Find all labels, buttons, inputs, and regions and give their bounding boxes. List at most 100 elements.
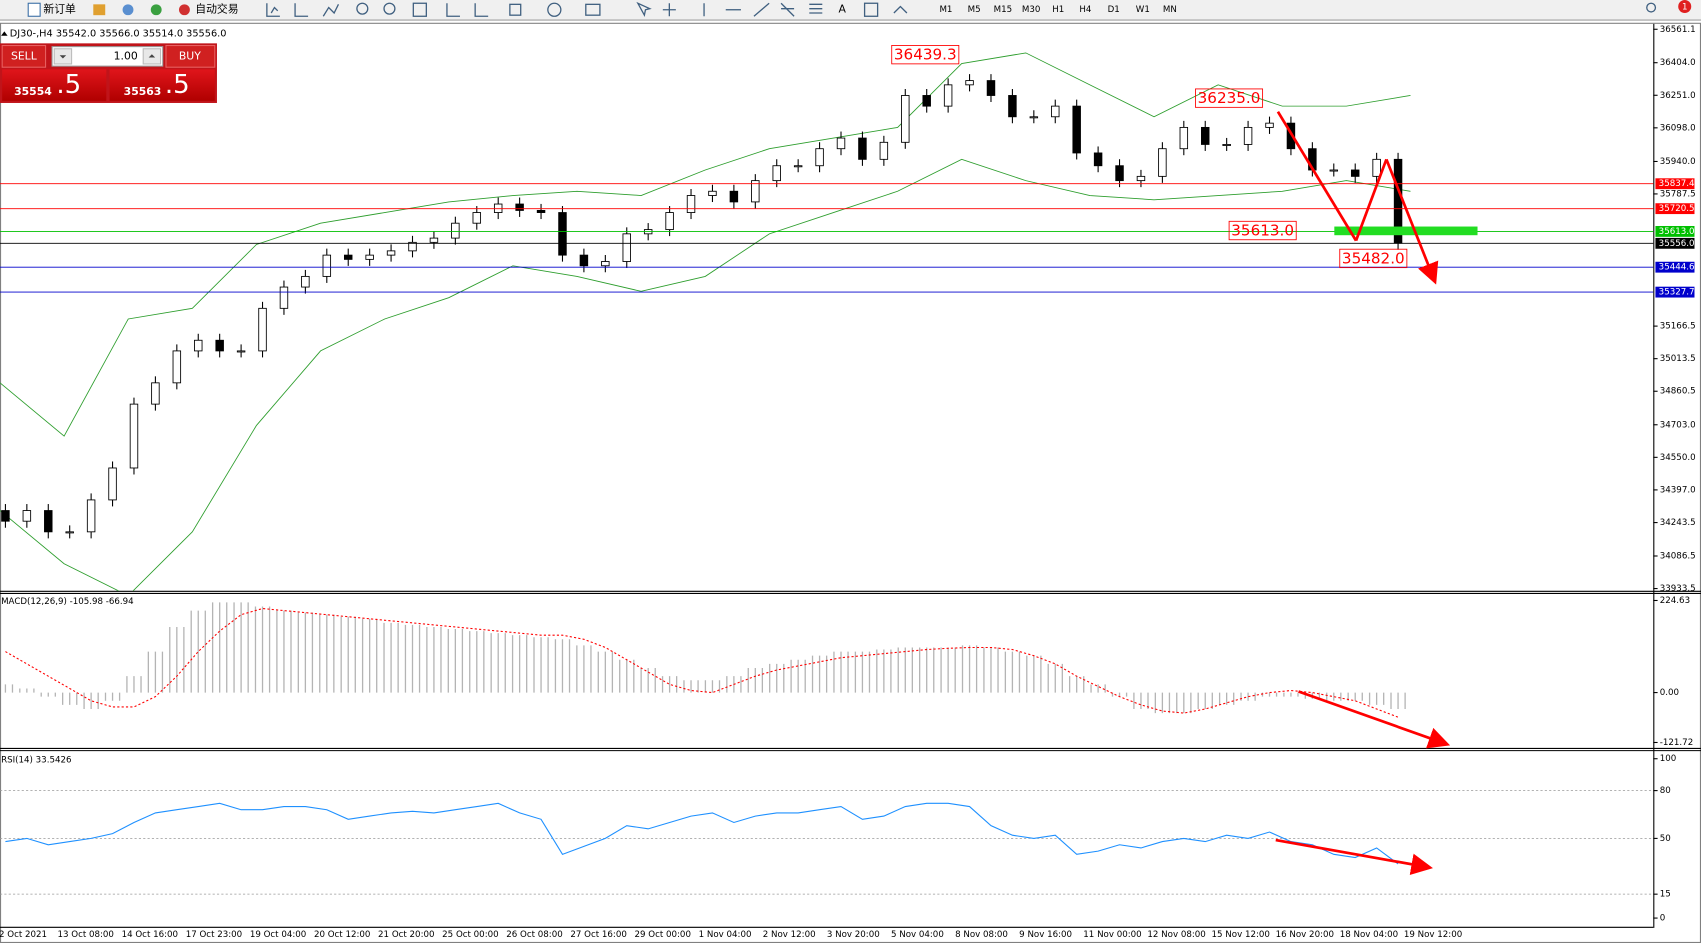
candle	[86, 499, 96, 533]
candle	[601, 261, 610, 267]
annotation-box	[1228, 220, 1297, 241]
level-label: 35837.4	[1659, 179, 1695, 189]
badge-count: 1	[1682, 3, 1688, 13]
x-tick-label: 1 Nov 04:00	[699, 930, 752, 940]
level-label-bg	[1655, 261, 1695, 273]
toolbar-bg	[0, 0, 1701, 20]
y-tick-label: 35166.5	[1660, 322, 1696, 332]
y-tick-label: 35787.5	[1660, 189, 1696, 199]
level-label-bg	[1655, 286, 1695, 298]
macd-panel: 224.63 0.00 -121.72 MACD(12,26,9) -105.98 -…	[1, 596, 1693, 748]
candle	[65, 531, 74, 534]
candle	[108, 467, 117, 501]
candle	[172, 350, 182, 384]
timeframe-button[interactable]: H1	[1052, 5, 1064, 15]
candle	[965, 80, 974, 86]
x-tick-label: 8 Nov 08:00	[955, 930, 1008, 940]
candle	[1158, 148, 1167, 177]
one-click-trading: SELL 1.00 BUY 35554 .5 35563 .5	[0, 43, 217, 103]
candle	[429, 237, 439, 243]
candle	[1, 510, 10, 522]
lot-input[interactable]	[51, 46, 164, 67]
x-tick-label: 19 Oct 04:00	[250, 930, 306, 940]
sell-price-box[interactable]	[2, 69, 107, 101]
candle	[901, 95, 910, 143]
auto-trading-icon	[178, 4, 190, 16]
candle	[836, 137, 846, 150]
level-label-bg	[1655, 225, 1695, 237]
x-tick-label: 2 Nov 12:00	[763, 930, 816, 940]
candle	[815, 148, 824, 167]
buy-button[interactable]	[165, 44, 216, 68]
candle	[129, 403, 139, 469]
text-tool[interactable]: A	[839, 3, 847, 16]
candle	[536, 209, 546, 213]
y-tick-label: 34086.5	[1660, 551, 1696, 561]
candle	[1115, 165, 1124, 182]
level-label-bg	[1655, 237, 1695, 249]
plot-area	[0, 52, 1411, 591]
sell-button[interactable]	[1, 44, 47, 68]
candle	[365, 254, 374, 260]
timeframe-button[interactable]: M5	[968, 5, 981, 15]
y-tick-label: 80	[1660, 786, 1671, 796]
candle	[686, 195, 696, 213]
timeframe-button[interactable]: M15	[994, 5, 1012, 15]
timeframe-button[interactable]: MN	[1163, 5, 1177, 15]
indicator-title: RSI(14) 33.5426	[1, 755, 71, 765]
timeframe-button[interactable]: H4	[1079, 5, 1092, 15]
x-tick-label: 5 Nov 04:00	[891, 930, 944, 940]
trend-arrow	[1385, 158, 1439, 285]
candle	[1350, 169, 1360, 177]
candle	[922, 95, 931, 107]
candle	[986, 80, 996, 96]
level-label-bg	[1655, 178, 1695, 190]
y-tick-label: 0	[1660, 914, 1666, 924]
candle	[408, 241, 417, 252]
notification-badge[interactable]	[1678, 0, 1692, 14]
trend-arrow	[1276, 110, 1358, 242]
y-tick-label: 34860.5	[1660, 387, 1696, 397]
candle	[215, 339, 224, 352]
timeframe-button[interactable]: M30	[1022, 5, 1040, 15]
indicator-title: MACD(12,26,9) -105.98 -66.94	[1, 597, 134, 607]
buy-price-box[interactable]	[109, 69, 215, 101]
candle	[236, 350, 246, 353]
rsi-panel: 100 80 50 15 0 RSI(14) 33.5426	[0, 754, 1676, 924]
level-label: 35613.0	[1659, 227, 1695, 237]
timeframe-button[interactable]: W1	[1136, 5, 1150, 15]
annotation-box	[1195, 88, 1264, 108]
lot-value: 1.00	[114, 49, 138, 62]
new-order-icon	[27, 2, 41, 17]
candle	[343, 254, 353, 260]
sell-label: SELL	[11, 49, 37, 62]
y-tick-label: -121.72	[1660, 738, 1693, 748]
new-order-button[interactable]: 新订单	[43, 2, 76, 16]
candle	[665, 212, 674, 231]
x-tick-label: 14 Oct 16:00	[122, 930, 178, 940]
auto-trading-button[interactable]: 自动交易	[195, 2, 238, 16]
candle	[322, 254, 332, 277]
candle	[772, 165, 781, 182]
candle	[1136, 175, 1146, 182]
timeframe-button[interactable]: D1	[1108, 5, 1120, 15]
y-tick-label: 34703.0	[1660, 420, 1696, 430]
y-tick-label: 36404.0	[1660, 58, 1696, 68]
y-tick-label: 34243.5	[1660, 518, 1696, 528]
support-zone	[1334, 226, 1478, 236]
price-annotation: 36439.3	[894, 46, 957, 64]
candle	[151, 382, 160, 405]
candle	[1201, 126, 1210, 145]
y-tick-label: 34550.0	[1660, 453, 1696, 463]
candle	[708, 190, 717, 196]
candle	[258, 307, 267, 352]
candle	[1179, 126, 1189, 150]
candle	[558, 212, 567, 256]
timeframe-button[interactable]: M1	[939, 5, 952, 15]
rsi-line	[5, 802, 1399, 865]
x-tick-label: 19 Nov 12:00	[1404, 930, 1462, 940]
y-tick-label: 15	[1660, 890, 1671, 900]
candle	[1243, 126, 1253, 145]
